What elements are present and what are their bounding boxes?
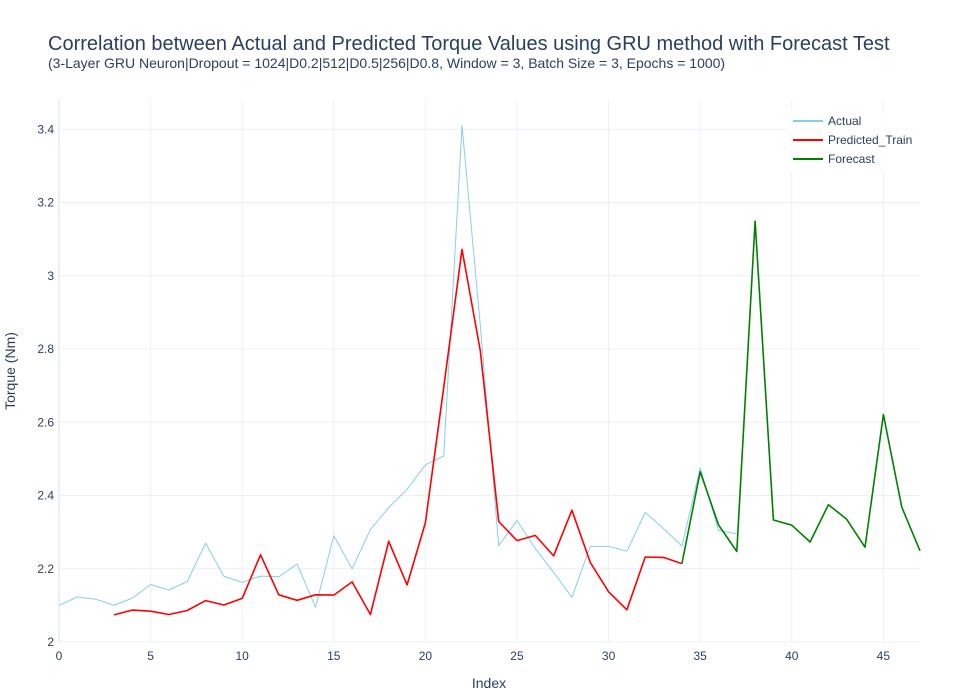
- legend-items: Actual Predicted_Train Forecast: [793, 114, 912, 166]
- legend[interactable]: Actual Predicted_Train Forecast: [787, 110, 920, 172]
- x-tick-label: 10: [236, 649, 250, 663]
- y-tick-label: 3: [47, 269, 54, 283]
- legend-label: Predicted_Train: [828, 133, 912, 147]
- series-layer: [58, 125, 921, 616]
- x-tick-label: 15: [327, 649, 341, 663]
- y-tick-label: 2.4: [37, 489, 54, 503]
- x-tick-label: 45: [877, 649, 891, 663]
- legend-item-forecast[interactable]: Forecast: [793, 152, 875, 166]
- y-tick-label: 2: [47, 635, 54, 649]
- x-axis-title: Index: [472, 675, 506, 691]
- legend-label: Forecast: [828, 152, 875, 166]
- legend-item-actual[interactable]: Actual: [793, 114, 861, 128]
- series-line-actual[interactable]: [58, 125, 737, 608]
- chart-subtitle: (3-Layer GRU Neuron|Dropout = 1024|D0.2|…: [48, 55, 725, 71]
- tick-layer: 0 5 10 15 20 25 30 35 40 45 2 2.2 2.4 2.6 2.8 3 3.2 3.4: [37, 122, 890, 663]
- x-tick-label: 25: [510, 649, 524, 663]
- y-axis-title: Torque (Nm): [2, 332, 18, 410]
- x-tick-label: 5: [147, 649, 154, 663]
- grid-layer: [58, 100, 920, 643]
- y-tick-label: 3.4: [37, 122, 54, 136]
- y-tick-label: 2.6: [37, 415, 54, 429]
- x-tick-label: 30: [602, 649, 616, 663]
- legend-item-predicted-train[interactable]: Predicted_Train: [793, 133, 912, 147]
- series-line-forecast[interactable]: [681, 220, 921, 564]
- y-tick-label: 3.2: [37, 196, 54, 210]
- chart-title: Correlation between Actual and Predicted…: [48, 33, 890, 55]
- x-tick-label: 40: [785, 649, 799, 663]
- x-tick-label: 20: [419, 649, 433, 663]
- y-tick-label: 2.8: [37, 342, 54, 356]
- x-tick-label: 0: [56, 649, 63, 663]
- legend-label: Actual: [828, 114, 861, 128]
- y-tick-label: 2.2: [37, 562, 54, 576]
- series-line-predicted-train[interactable]: [113, 248, 683, 616]
- x-tick-label: 35: [693, 649, 707, 663]
